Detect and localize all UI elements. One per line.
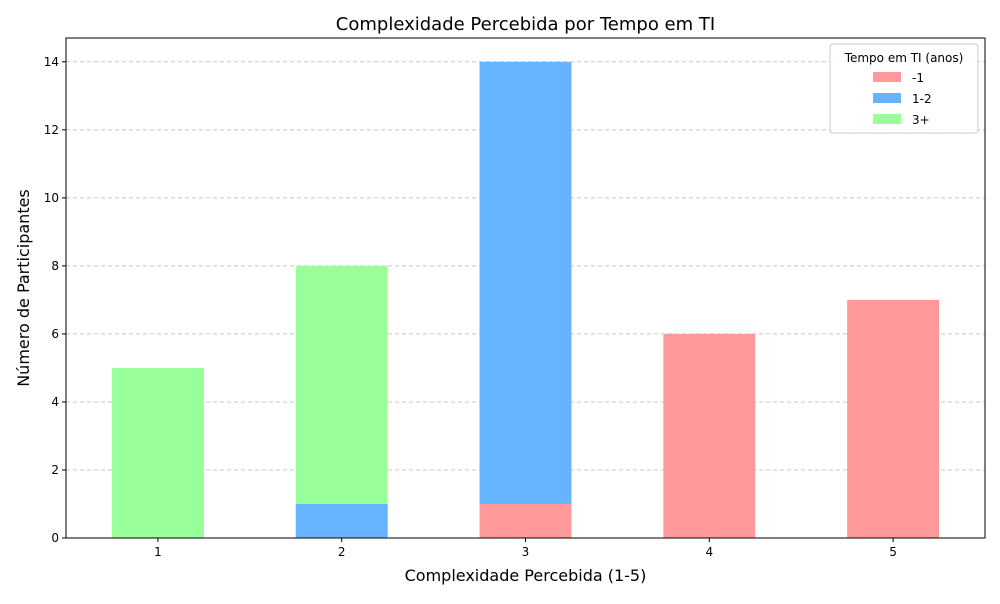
legend-swatch [873,114,901,124]
legend-title: Tempo em TI (anos) [844,51,964,65]
bar-segment [663,333,756,538]
bar-segment [295,503,388,538]
chart-title: Complexidade Percebida por Tempo em TI [336,14,715,35]
y-axis-label: Número de Participantes [14,189,33,387]
legend-label: 1-2 [912,92,932,106]
y-tick-label: 10 [44,191,59,205]
legend-label: 3+ [912,113,930,127]
x-tick-label: 3 [522,545,530,559]
x-axis-label: Complexidade Percebida (1-5) [405,566,647,585]
bar-segment [111,367,204,538]
x-ticks: 1 2 3 4 5 [154,538,897,559]
y-tick-label: 14 [44,55,59,69]
y-tick-label: 6 [51,327,59,341]
y-tick-label: 2 [51,463,59,477]
legend-box [829,43,979,134]
legend: Tempo em TI (anos) -1 1-2 3+ [829,43,979,134]
y-ticks: 0 2 4 6 8 10 12 14 [44,55,66,545]
y-tick-label: 12 [44,123,59,137]
x-tick-label: 2 [338,545,346,559]
x-tick-label: 1 [154,545,162,559]
bar-segment [847,299,940,538]
bar-segment [479,61,572,504]
bars [111,61,940,538]
bar-segment [479,503,572,538]
legend-swatch [873,72,901,82]
legend-swatch [873,93,901,103]
legend-label: -1 [912,71,924,85]
bar-segment [295,265,388,504]
y-tick-label: 8 [51,259,59,273]
x-tick-label: 5 [889,545,897,559]
y-tick-label: 4 [51,395,59,409]
x-tick-label: 4 [705,545,713,559]
y-tick-label: 0 [51,531,59,545]
